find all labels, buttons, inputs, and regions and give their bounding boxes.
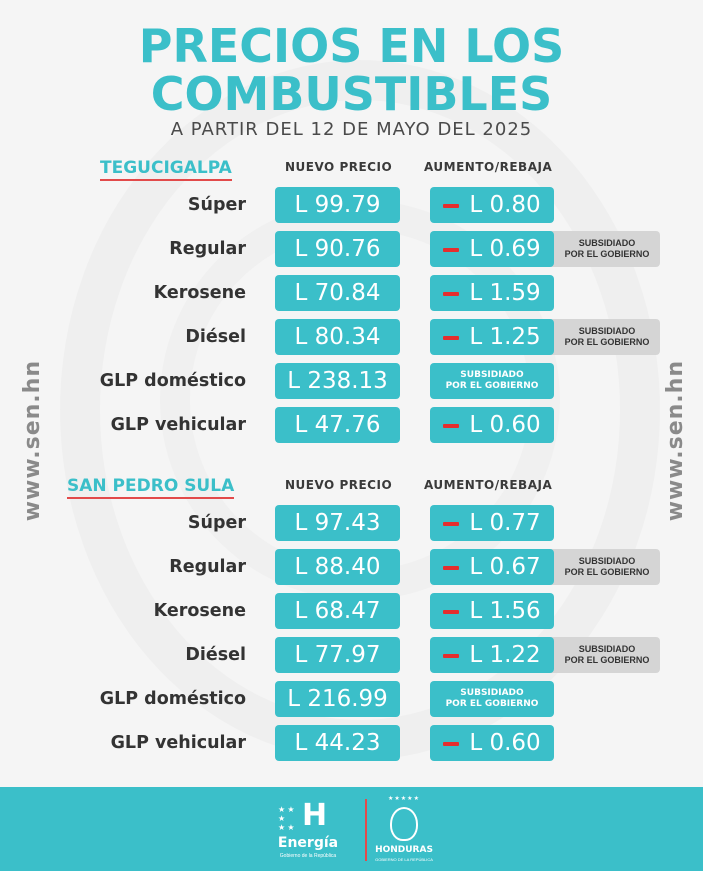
price-badge: L 90.76 — [275, 231, 400, 267]
minus-icon — [443, 565, 460, 570]
stars-icon: ★ ★ ★ ★ ★ — [278, 805, 295, 832]
subsidy-tag-line2: POR EL GOBIERNO — [564, 655, 650, 665]
price-badge: L 88.40 — [275, 549, 400, 585]
change-value: L 0.67 — [469, 554, 541, 580]
subsidy-tag: SUBSIDIADO POR EL GOBIERNO — [545, 549, 660, 585]
change-badge: L 1.59 — [430, 275, 554, 311]
fuel-name: GLP vehicular — [110, 415, 246, 435]
website-side-right: www.sen.hn — [663, 360, 688, 522]
honduras-word: HONDURAS — [375, 845, 433, 855]
column-header-price: NUEVO PRECIO — [285, 478, 393, 492]
subsidy-badge: SUBSIDIADO POR EL GOBIERNO — [430, 363, 554, 399]
minus-icon — [443, 609, 460, 614]
minus-icon — [443, 291, 460, 296]
subsidy-tag-line1: SUBSIDIADO — [578, 326, 636, 336]
fuel-name: Kerosene — [153, 283, 246, 303]
change-badge: L 0.69 — [430, 231, 554, 267]
seal-stars-icon: ★★★★★ — [388, 796, 420, 802]
honduras-subtext: GOBIERNO DE LA REPÚBLICA — [375, 857, 433, 862]
footer: ★ ★ ★ ★ ★ H Energía Gobierno de la Repúbli… — [0, 787, 703, 871]
minus-icon — [443, 335, 460, 340]
city-name: SAN PEDRO SULA — [67, 476, 235, 499]
minus-icon — [443, 203, 460, 208]
energia-word: Energía — [277, 835, 339, 851]
fuel-name: GLP vehicular — [110, 733, 246, 753]
change-value: L 0.77 — [469, 510, 541, 536]
change-badge: L 1.56 — [430, 593, 554, 629]
column-header-change: AUMENTO/REBAJA — [424, 160, 553, 174]
minus-icon — [443, 653, 460, 658]
minus-icon — [443, 741, 460, 746]
price-badge: L 216.99 — [275, 681, 400, 717]
change-badge: L 0.80 — [430, 187, 554, 223]
coat-of-arms-icon — [390, 807, 418, 841]
price-badge: L 97.43 — [275, 505, 400, 541]
page-title-line1: PRECIOS EN LOS — [138, 19, 565, 73]
city-name: TEGUCIGALPA — [100, 158, 232, 181]
subsidy-tag-line1: SUBSIDIADO — [578, 238, 636, 248]
change-value: L 1.25 — [469, 324, 541, 350]
column-header-change: AUMENTO/REBAJA — [424, 478, 553, 492]
fuel-name: Diésel — [185, 645, 246, 665]
page-subtitle: A PARTIR DEL 12 DE MAYO DEL 2025 — [170, 119, 533, 140]
fuel-name: GLP doméstico — [99, 689, 246, 709]
price-badge: L 238.13 — [275, 363, 400, 399]
price-badge: L 70.84 — [275, 275, 400, 311]
subsidy-line1: SUBSIDIADO — [460, 688, 524, 698]
fuel-name: Kerosene — [153, 601, 246, 621]
column-header-price: NUEVO PRECIO — [285, 160, 393, 174]
website-side-left: www.sen.hn — [20, 360, 45, 522]
subsidy-line2: POR EL GOBIERNO — [445, 381, 539, 391]
footer-divider — [365, 799, 367, 861]
price-badge: L 77.97 — [275, 637, 400, 673]
energia-subtext: Gobierno de la República — [279, 853, 337, 859]
price-badge: L 68.47 — [275, 593, 400, 629]
price-badge: L 80.34 — [275, 319, 400, 355]
change-badge: L 1.25 — [430, 319, 554, 355]
subsidy-tag-line2: POR EL GOBIERNO — [564, 249, 650, 259]
fuel-name: GLP doméstico — [99, 371, 246, 391]
fuel-name: Diésel — [185, 327, 246, 347]
minus-icon — [443, 521, 460, 526]
change-badge: L 0.77 — [430, 505, 554, 541]
change-value: L 0.69 — [469, 236, 541, 262]
fuel-name: Regular — [169, 557, 246, 577]
subsidy-tag-line1: SUBSIDIADO — [578, 644, 636, 654]
change-value: L 0.60 — [469, 412, 541, 438]
change-value: L 1.56 — [469, 598, 541, 624]
change-badge: L 0.67 — [430, 549, 554, 585]
minus-icon — [443, 423, 460, 428]
change-value: L 1.22 — [469, 642, 541, 668]
honduras-logo: ★★★★★ HONDURAS GOBIERNO DE LA REPÚBLICA — [372, 795, 436, 867]
change-value: L 0.80 — [469, 192, 541, 218]
subsidy-tag: SUBSIDIADO POR EL GOBIERNO — [545, 231, 660, 267]
fuel-name: Súper — [187, 513, 246, 533]
fuel-name: Regular — [169, 239, 246, 259]
price-badge: L 47.76 — [275, 407, 400, 443]
change-value: L 0.60 — [469, 730, 541, 756]
change-badge: L 0.60 — [430, 407, 554, 443]
subsidy-tag: SUBSIDIADO POR EL GOBIERNO — [545, 319, 660, 355]
subsidy-line1: SUBSIDIADO — [460, 370, 524, 380]
subsidy-tag-line1: SUBSIDIADO — [578, 556, 636, 566]
subsidy-tag-line2: POR EL GOBIERNO — [564, 337, 650, 347]
change-badge: L 0.60 — [430, 725, 554, 761]
fuel-name: Súper — [187, 195, 246, 215]
subsidy-tag: SUBSIDIADO POR EL GOBIERNO — [545, 637, 660, 673]
change-badge: L 1.22 — [430, 637, 554, 673]
minus-icon — [443, 247, 460, 252]
change-value: L 1.59 — [469, 280, 541, 306]
subsidy-tag-line2: POR EL GOBIERNO — [564, 567, 650, 577]
energia-logo-mark: H — [302, 798, 328, 833]
subsidy-line2: POR EL GOBIERNO — [445, 699, 539, 709]
subsidy-badge: SUBSIDIADO POR EL GOBIERNO — [430, 681, 554, 717]
energia-logo: ★ ★ ★ ★ ★ H Energía Gobierno de la Repúbli… — [268, 799, 368, 865]
price-badge: L 99.79 — [275, 187, 400, 223]
price-badge: L 44.23 — [275, 725, 400, 761]
page-title-line2: COMBUSTIBLES — [150, 67, 553, 121]
